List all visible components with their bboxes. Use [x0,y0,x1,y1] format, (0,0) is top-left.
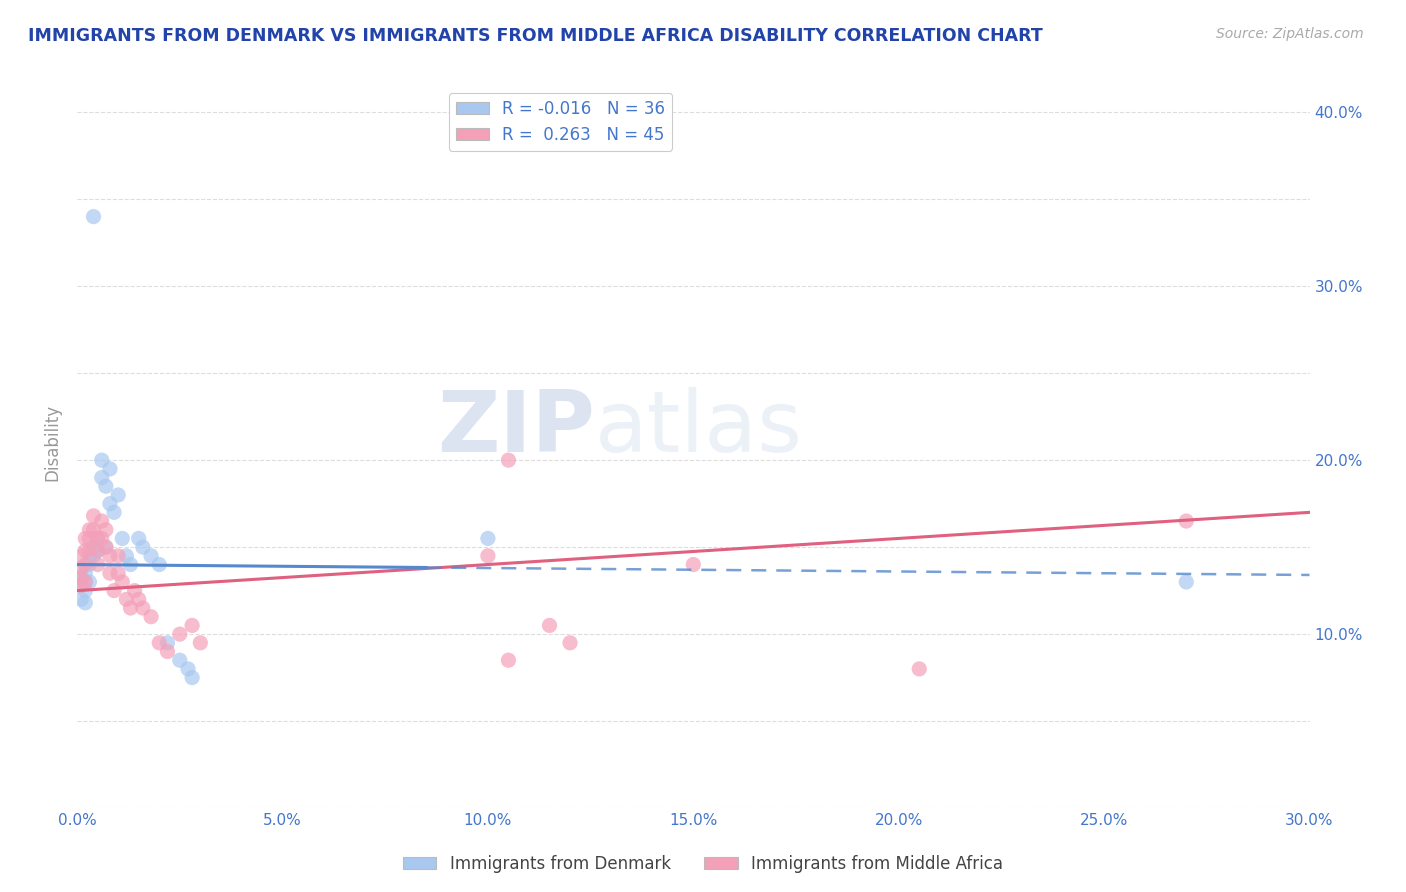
Text: atlas: atlas [595,386,803,470]
Point [70,571,93,585]
Point [90,514,112,528]
Point [70,578,93,592]
Point [115,592,138,607]
Point [75,596,97,610]
Point [75,558,97,572]
Point [83,508,105,523]
Point [156,636,179,650]
Point [79,558,101,572]
Point [70,578,93,592]
Point [188,636,211,650]
Point [177,662,200,676]
Point [94,523,117,537]
Point [103,505,125,519]
Point [83,523,105,537]
Legend: R = -0.016   N = 36, R =  0.263   N = 45: R = -0.016 N = 36, R = 0.263 N = 45 [449,93,672,151]
Point [498,453,520,467]
Text: Source: ZipAtlas.com: Source: ZipAtlas.com [1216,27,1364,41]
Point [70,592,93,607]
Point [75,583,97,598]
Point [98,497,121,511]
Point [124,583,146,598]
Point [75,566,97,581]
Point [107,488,129,502]
Point [111,532,134,546]
Point [103,583,125,598]
Point [86,558,108,572]
Point [181,618,204,632]
Point [558,636,581,650]
Point [94,479,117,493]
Point [1175,574,1198,589]
Point [86,543,108,558]
Point [120,601,142,615]
Point [75,543,97,558]
Point [94,540,117,554]
Point [75,532,97,546]
Point [86,532,108,546]
Point [1175,514,1198,528]
Point [156,644,179,658]
Point [83,540,105,554]
Text: IMMIGRANTS FROM DENMARK VS IMMIGRANTS FROM MIDDLE AFRICA DISABILITY CORRELATION : IMMIGRANTS FROM DENMARK VS IMMIGRANTS FR… [28,27,1043,45]
Point [79,543,101,558]
Point [181,671,204,685]
Point [83,210,105,224]
Point [79,532,101,546]
Point [120,558,142,572]
Point [139,609,162,624]
Point [107,566,129,581]
Point [90,532,112,546]
Point [98,566,121,581]
Point [477,532,499,546]
Point [98,462,121,476]
Point [70,549,93,563]
Point [79,549,101,563]
Point [79,523,101,537]
Point [139,549,162,563]
Y-axis label: Disability: Disability [44,404,60,482]
Point [79,574,101,589]
Point [538,618,561,632]
Point [83,549,105,563]
Point [169,653,191,667]
Point [94,540,117,554]
Point [498,653,520,667]
Point [86,532,108,546]
Point [477,549,499,563]
Point [75,574,97,589]
Point [75,574,97,589]
Point [148,558,170,572]
Point [128,592,150,607]
Point [169,627,191,641]
Point [682,558,704,572]
Point [132,540,155,554]
Point [98,549,121,563]
Point [86,543,108,558]
Point [115,549,138,563]
Point [90,453,112,467]
Point [107,549,129,563]
Point [70,561,93,575]
Text: ZIP: ZIP [437,386,595,470]
Point [908,662,931,676]
Point [148,636,170,650]
Point [70,570,93,584]
Point [111,574,134,589]
Legend: Immigrants from Denmark, Immigrants from Middle Africa: Immigrants from Denmark, Immigrants from… [396,848,1010,880]
Point [90,470,112,484]
Point [132,601,155,615]
Point [128,532,150,546]
